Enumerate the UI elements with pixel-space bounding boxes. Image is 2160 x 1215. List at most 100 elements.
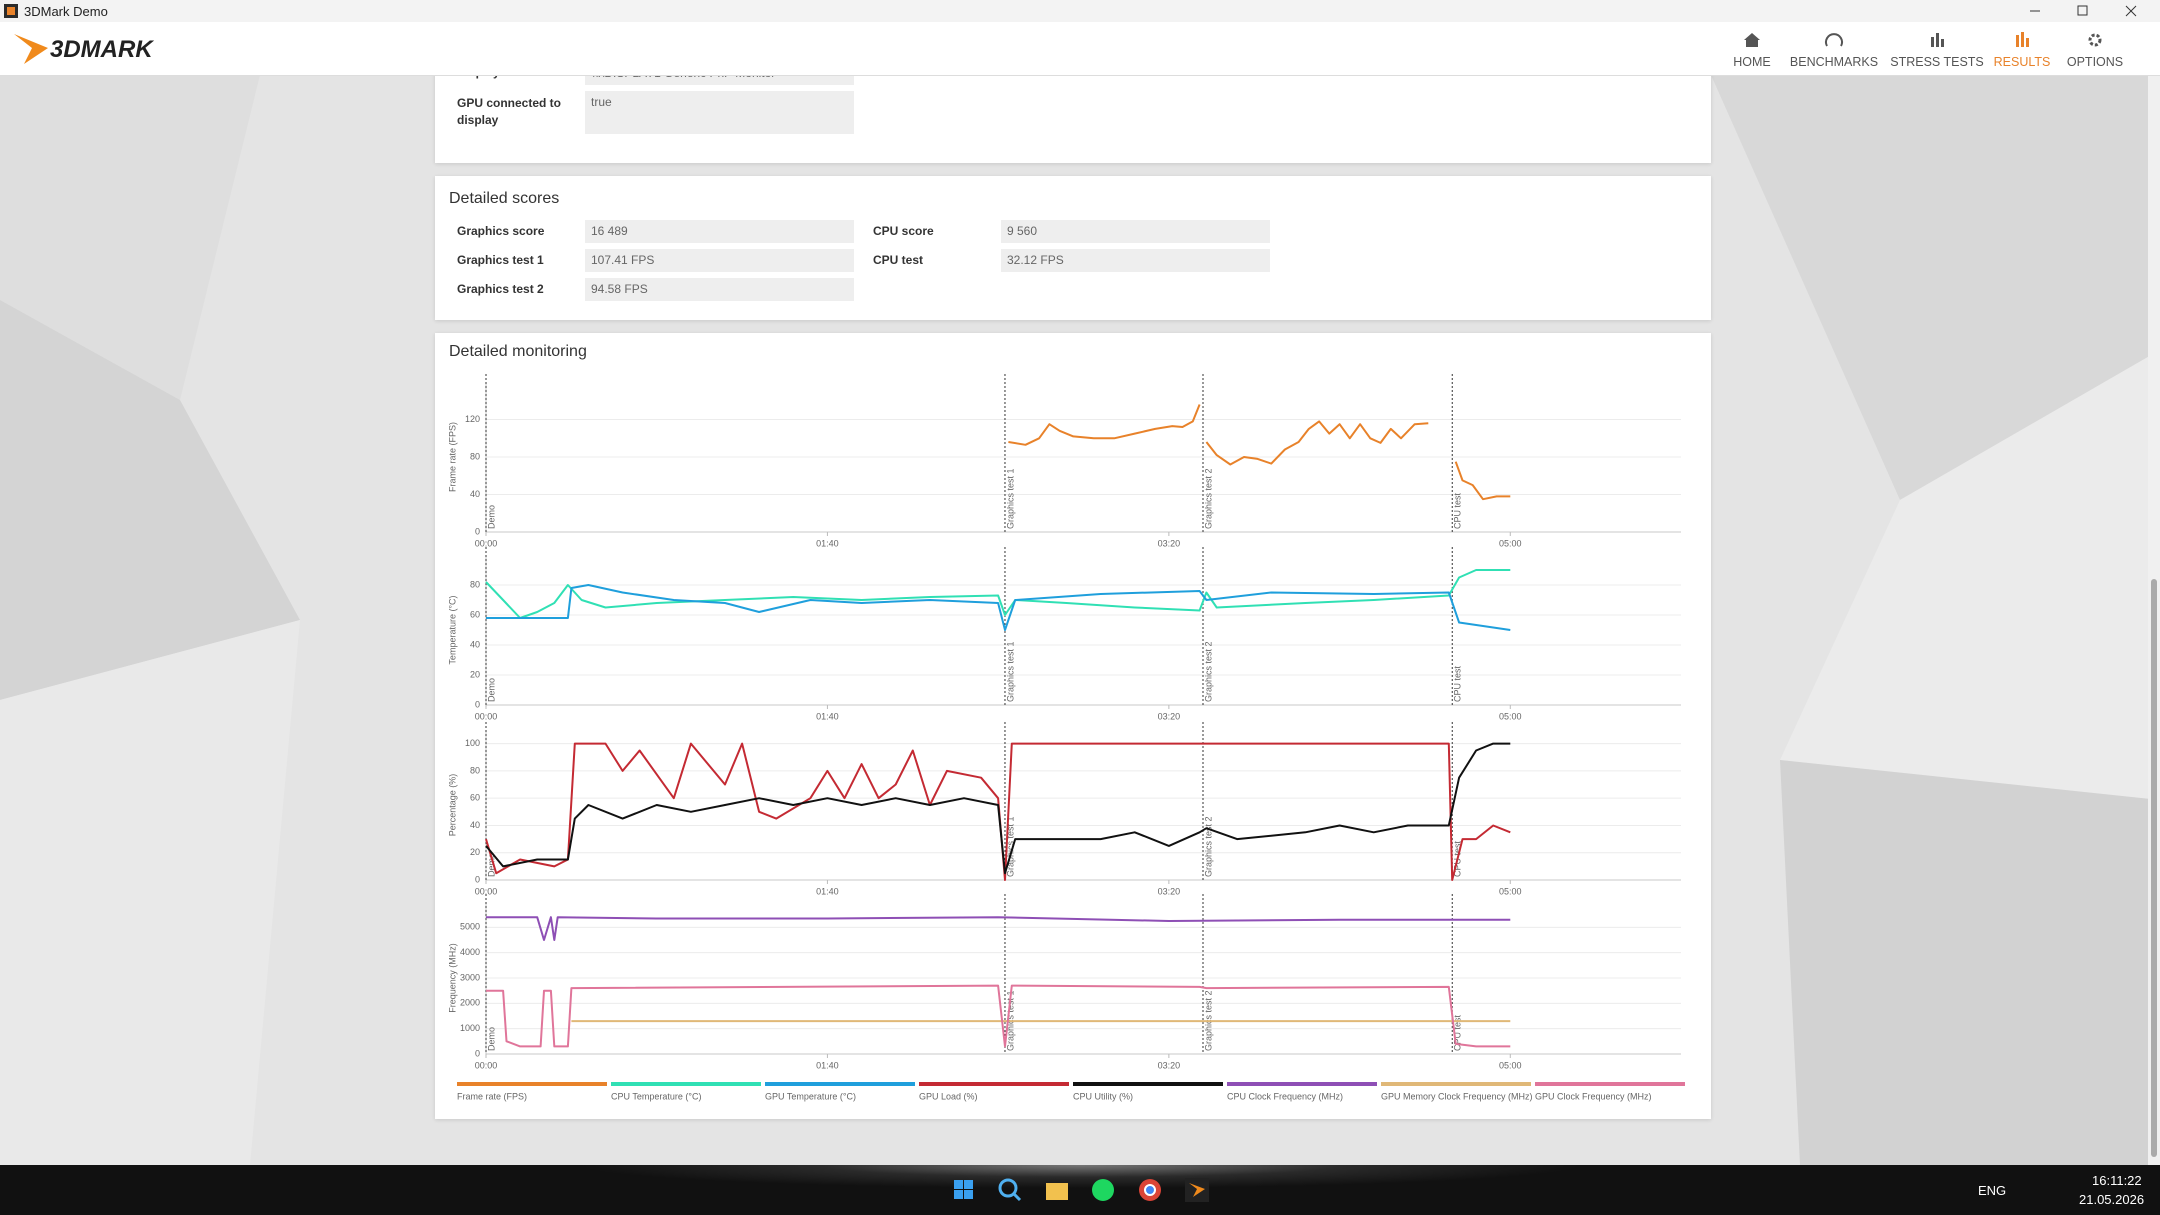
logo: 3DMARK (50, 36, 153, 63)
y-axis-label: Temperature (°C) (447, 595, 457, 664)
scrollbar[interactable] (2148, 75, 2160, 1165)
y-tick-label: 120 (465, 414, 480, 424)
y-tick-label: 60 (470, 609, 480, 619)
y-tick-label: 20 (470, 847, 480, 857)
y-tick-label: 40 (470, 820, 480, 830)
clock-time[interactable]: 16:11:22 (2092, 1173, 2142, 1188)
nav-item[interactable]: HOME (1733, 55, 1771, 69)
y-tick-label: 40 (470, 489, 480, 499)
y-tick-label: 0 (475, 526, 480, 536)
test-marker-label: Demo (486, 853, 496, 877)
clock-date[interactable]: 21.05.2026 (2079, 1192, 2145, 1207)
test-marker-label: Graphics test 2 (1203, 816, 1213, 877)
legend-swatch (919, 1082, 1069, 1086)
x-tick-label: 00:00 (475, 1060, 498, 1070)
y-axis-label: Percentage (%) (447, 774, 457, 837)
window-title: 3DMark Demo (24, 4, 108, 19)
score-label: CPU score (873, 224, 934, 238)
score-value: 94.58 FPS (585, 278, 854, 301)
section-title: Detailed scores (449, 190, 560, 207)
taskbar: ENG 16:11:22 21.05.2026 (0, 1165, 2160, 1215)
x-tick-label: 03:20 (1158, 711, 1181, 721)
info-value: true (585, 91, 854, 134)
scores-panel: Detailed scores Graphics score 16 489 Grap… (435, 176, 1711, 320)
test-marker-label: CPU test (1453, 665, 1463, 702)
y-tick-label: 0 (475, 699, 480, 709)
app-icon (4, 4, 18, 18)
legend-label: GPU Temperature (°C) (765, 1091, 856, 1101)
y-tick-label: 2000 (460, 998, 480, 1008)
test-marker-label: Graphics test 2 (1203, 468, 1213, 529)
x-tick-label: 00:00 (475, 886, 498, 896)
x-tick-label: 01:40 (816, 538, 839, 548)
x-tick-label: 03:20 (1158, 538, 1181, 548)
score-value: 32.12 FPS (1001, 249, 1270, 272)
y-tick-label: 60 (470, 793, 480, 803)
legend-swatch (1227, 1082, 1377, 1086)
y-tick-label: 4000 (460, 947, 480, 957)
x-tick-label: 01:40 (816, 711, 839, 721)
legend-swatch (1381, 1082, 1531, 1086)
y-tick-label: 40 (470, 639, 480, 649)
x-tick-label: 03:20 (1158, 886, 1181, 896)
scroll-thumb[interactable] (2151, 579, 2157, 1157)
y-axis-label: Frame rate (FPS) (447, 422, 457, 492)
logo-icon (14, 34, 48, 64)
series-line (486, 584, 1511, 631)
test-marker-label: Demo (486, 678, 496, 702)
nav-item[interactable]: STRESS TESTS (1890, 55, 1984, 69)
nav-item[interactable]: OPTIONS (2066, 55, 2124, 69)
score-value: 16 489 (585, 220, 854, 243)
legend-label: GPU Load (%) (919, 1091, 978, 1101)
test-marker-label: Graphics test 1 (1005, 641, 1015, 702)
x-tick-label: 01:40 (816, 886, 839, 896)
taskbar-icons[interactable] (940, 1175, 1220, 1205)
window-controls[interactable] (2010, 0, 2160, 22)
y-tick-label: 20 (470, 669, 480, 679)
test-marker-label: Graphics test 1 (1005, 468, 1015, 529)
y-tick-label: 3000 (460, 972, 480, 982)
info-label: GPU connected to display (457, 96, 562, 127)
nav-item[interactable]: RESULTS (1993, 55, 2051, 69)
language[interactable]: ENG (1978, 1183, 2007, 1198)
x-tick-label: 05:00 (1499, 886, 1522, 896)
title-bar: 3DMark Demo (0, 0, 2160, 22)
legend-label: CPU Clock Frequency (MHz) (1227, 1091, 1343, 1101)
test-marker-label: Graphics test 2 (1203, 641, 1213, 702)
x-tick-label: 00:00 (475, 711, 498, 721)
y-tick-label: 80 (470, 765, 480, 775)
legend-swatch (1535, 1082, 1685, 1086)
y-tick-label: 5000 (460, 922, 480, 932)
y-tick-label: 80 (470, 451, 480, 461)
legend-swatch (611, 1082, 761, 1086)
y-tick-label: 0 (475, 874, 480, 884)
x-tick-label: 00:00 (475, 538, 498, 548)
legend-swatch (765, 1082, 915, 1086)
test-marker-label: CPU test (1453, 492, 1463, 529)
score-label: Graphics score (457, 224, 545, 238)
legend-label: GPU Clock Frequency (MHz) (1535, 1091, 1652, 1101)
x-tick-label: 05:00 (1499, 538, 1522, 548)
test-marker-label: Demo (486, 505, 496, 529)
series-line (486, 984, 1511, 1048)
y-axis-label: Frequency (MHz) (447, 943, 457, 1013)
series-line (1008, 404, 1511, 501)
score-value: 107.41 FPS (585, 249, 854, 272)
nav-icons (1744, 32, 2102, 47)
y-tick-label: 100 (465, 738, 480, 748)
test-marker-label: Graphics test 1 (1005, 816, 1015, 877)
series-line (485, 742, 1511, 875)
legend-swatch (1073, 1082, 1223, 1086)
score-label: Graphics test 2 (457, 282, 544, 296)
x-tick-label: 05:00 (1499, 711, 1522, 721)
nav-item[interactable]: BENCHMARKS (1789, 55, 1879, 69)
nav-bar: 3DMARK HOME BENCHMARKS STRESS TESTS RESU… (0, 22, 2160, 76)
section-title: Detailed monitoring (449, 343, 587, 360)
y-tick-label: 80 (470, 579, 480, 589)
score-label: CPU test (873, 253, 924, 267)
x-tick-label: 01:40 (816, 1060, 839, 1070)
legend-swatch (457, 1082, 607, 1086)
